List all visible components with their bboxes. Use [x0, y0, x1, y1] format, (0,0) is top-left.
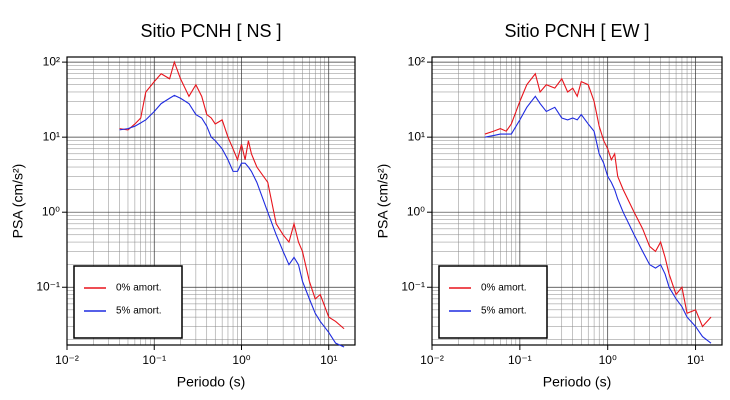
y-tick-label: 10² — [43, 54, 60, 68]
chart-title: Sitio PCNH [ NS ] — [140, 21, 281, 41]
x-tick-label: 10⁻² — [420, 353, 444, 367]
series-line — [484, 72, 712, 328]
legend-box — [438, 265, 548, 339]
series-line — [119, 60, 345, 330]
y-tick-label: 10⁻¹ — [401, 279, 425, 293]
y-tick-label: 10² — [408, 54, 425, 68]
y-tick-label: 10¹ — [43, 129, 60, 143]
x-tick-label: 10¹ — [687, 353, 704, 367]
legend-label: 0% amort. — [116, 283, 162, 294]
series-line — [484, 95, 712, 344]
chart: Sitio PCNH [ NS ] Periodo (s) PSA (cm/s²) 1… — [10, 21, 356, 390]
chart: Sitio PCNH [ EW ] Periodo (s) PSA (cm/s²) 1… — [375, 21, 723, 390]
plot-frame — [431, 56, 723, 346]
x-tick-label: 10⁻¹ — [142, 353, 166, 367]
series-line — [119, 94, 345, 348]
x-axis-label: Periodo (s) — [177, 374, 245, 390]
y-tick-label: 10¹ — [408, 129, 425, 143]
y-axis-label: PSA (cm/s²) — [375, 164, 391, 239]
y-tick-label: 10⁰ — [42, 204, 60, 218]
x-tick-label: 10¹ — [320, 353, 337, 367]
x-tick-label: 10⁰ — [232, 353, 250, 367]
legend-label: 0% amort. — [481, 283, 527, 294]
y-axis-label: PSA (cm/s²) — [10, 164, 26, 239]
x-tick-label: 10⁰ — [599, 353, 617, 367]
y-tick-label: 10⁻¹ — [36, 279, 60, 293]
legend-label: 5% amort. — [481, 306, 527, 317]
chart-title: Sitio PCNH [ EW ] — [504, 21, 649, 41]
x-tick-label: 10⁻² — [55, 353, 79, 367]
x-axis-label: Periodo (s) — [543, 374, 611, 390]
y-tick-label: 10⁰ — [407, 204, 425, 218]
plot-frame — [66, 56, 356, 346]
legend-label: 5% amort. — [116, 306, 162, 317]
x-tick-label: 10⁻¹ — [508, 353, 532, 367]
legend-box — [73, 265, 183, 339]
